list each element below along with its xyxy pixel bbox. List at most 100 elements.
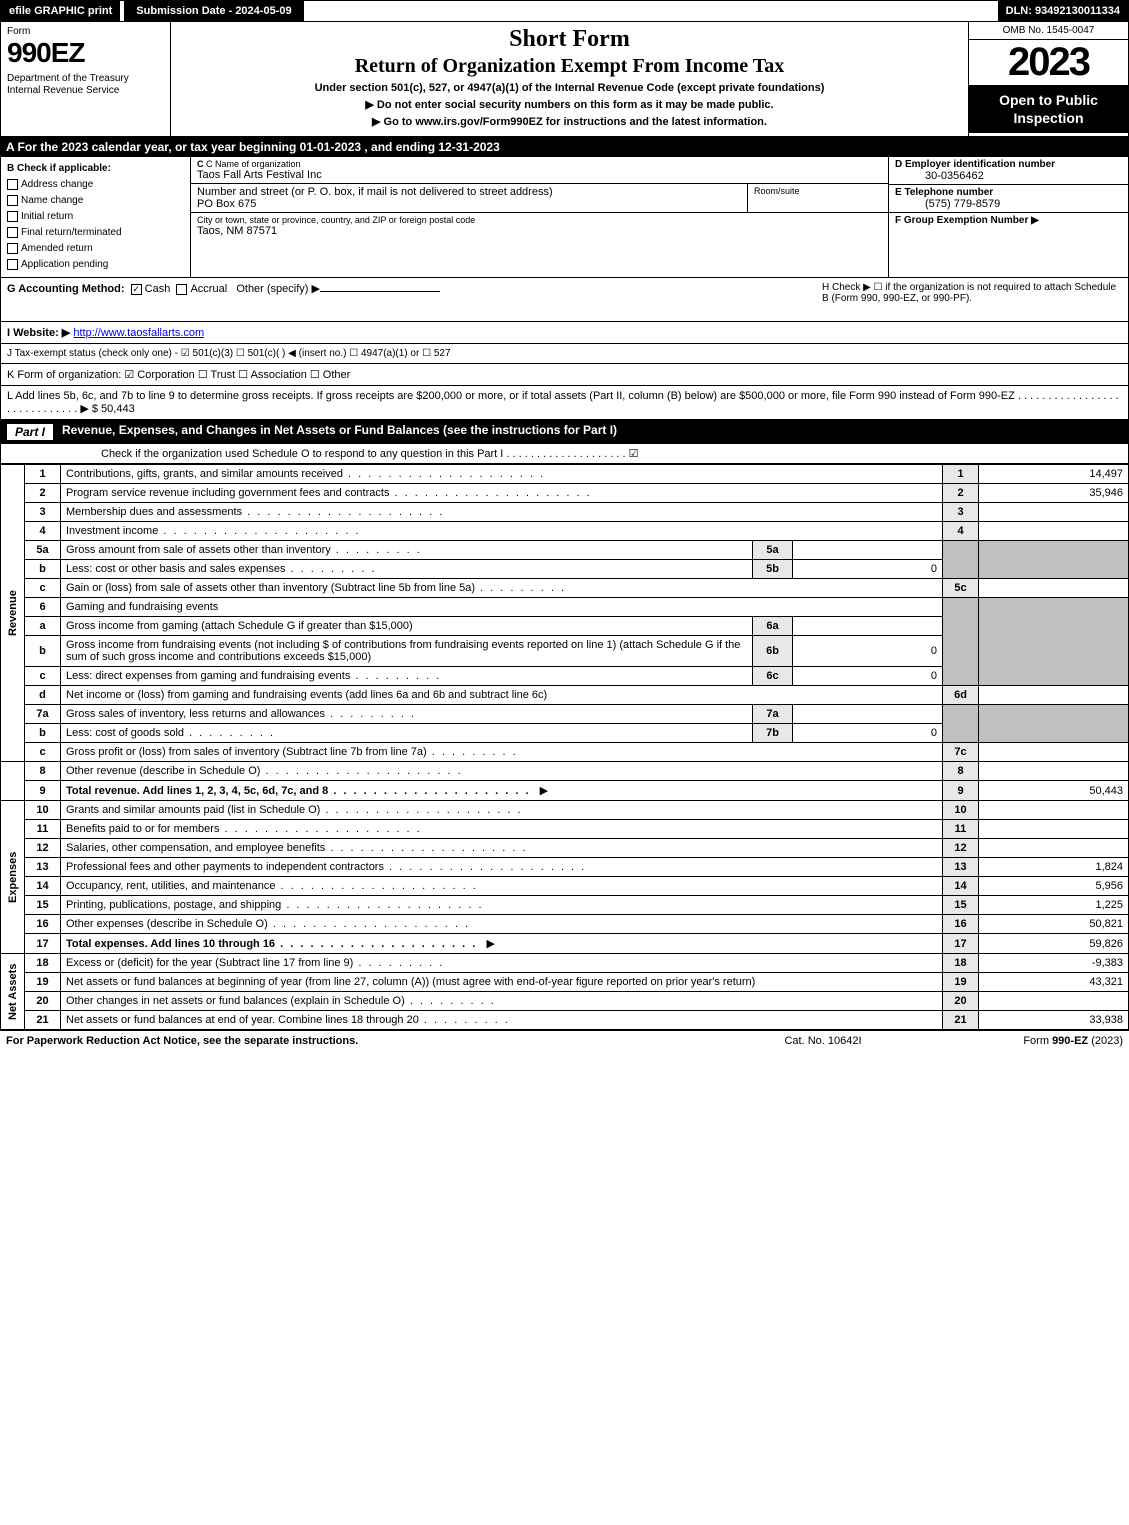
dln: DLN: 93492130011334 — [998, 1, 1128, 21]
line-16-no: 16 — [25, 915, 61, 934]
line-6-greyamt — [979, 598, 1129, 686]
omb-number: OMB No. 1545-0047 — [969, 22, 1128, 40]
chk-application-pending[interactable]: Application pending — [7, 257, 184, 273]
line-12-no: 12 — [25, 839, 61, 858]
line-21-no: 21 — [25, 1011, 61, 1030]
line-2-no: 2 — [25, 484, 61, 503]
group-exemption-cell: F Group Exemption Number ▶ — [889, 213, 1128, 237]
line-5c-no: c — [25, 579, 61, 598]
line-3-desc: Membership dues and assessments — [61, 503, 943, 522]
part-i-check: Check if the organization used Schedule … — [0, 444, 1129, 464]
top-bar: efile GRAPHIC print Submission Date - 20… — [0, 0, 1129, 22]
line-6b-subval: 0 — [793, 636, 943, 667]
line-11-desc: Benefits paid to or for members — [61, 820, 943, 839]
section-j-tax-status: J Tax-exempt status (check only one) - ☑… — [0, 344, 1129, 364]
phone-value: (575) 779-8579 — [895, 198, 1122, 210]
line-4-amount — [979, 522, 1129, 541]
line-9-amount: 50,443 — [979, 781, 1129, 801]
line-7-greybox — [943, 705, 979, 743]
section-b-checkboxes: B Check if applicable: Address change Na… — [1, 157, 191, 277]
line-6c-no: c — [25, 667, 61, 686]
line-5c-desc: Gain or (loss) from sale of assets other… — [61, 579, 943, 598]
line-7b-desc: Less: cost of goods sold — [61, 724, 753, 743]
line-7a-sub: 7a — [753, 705, 793, 724]
line-12-desc: Salaries, other compensation, and employ… — [61, 839, 943, 858]
line-6d-box: 6d — [943, 686, 979, 705]
line-20-no: 20 — [25, 992, 61, 1011]
chk-accrual[interactable] — [176, 284, 187, 295]
line-15-no: 15 — [25, 896, 61, 915]
line-13-box: 13 — [943, 858, 979, 877]
group-exemption-label: F Group Exemption Number ▶ — [895, 215, 1122, 226]
other-specify-input[interactable] — [320, 291, 440, 292]
line-19-box: 19 — [943, 973, 979, 992]
line-20-desc: Other changes in net assets or fund bala… — [61, 992, 943, 1011]
line-21-box: 21 — [943, 1011, 979, 1030]
part-i-header: Part I Revenue, Expenses, and Changes in… — [0, 420, 1129, 444]
line-6c-subval: 0 — [793, 667, 943, 686]
form-warning: ▶ Do not enter social security numbers o… — [175, 98, 964, 111]
line-7a-no: 7a — [25, 705, 61, 724]
other-specify-label: Other (specify) ▶ — [236, 283, 320, 295]
line-2-amount: 35,946 — [979, 484, 1129, 503]
section-k-org-form: K Form of organization: ☑ Corporation ☐ … — [0, 364, 1129, 386]
chk-address-change[interactable]: Address change — [7, 177, 184, 193]
org-city-label: City or town, state or province, country… — [197, 215, 882, 225]
tax-year: 2023 — [969, 40, 1128, 85]
website-link[interactable]: http://www.taosfallarts.com — [73, 327, 204, 339]
org-city: Taos, NM 87571 — [197, 225, 882, 237]
form-link-info: ▶ Go to www.irs.gov/Form990EZ for instru… — [175, 115, 964, 128]
revenue-category: Revenue — [1, 465, 25, 762]
line-17-amount: 59,826 — [979, 934, 1129, 954]
org-address: PO Box 675 — [197, 198, 741, 210]
line-15-amount: 1,225 — [979, 896, 1129, 915]
ein-value: 30-0356462 — [895, 170, 1122, 182]
catalog-number: Cat. No. 10642I — [723, 1035, 923, 1047]
accrual-label: Accrual — [190, 283, 227, 295]
line-6-no: 6 — [25, 598, 61, 617]
line-7c-amount — [979, 743, 1129, 762]
org-name-cell: C C Name of organization Taos Fall Arts … — [191, 157, 888, 184]
line-14-amount: 5,956 — [979, 877, 1129, 896]
org-city-cell: City or town, state or province, country… — [191, 213, 888, 239]
line-6a-subval — [793, 617, 943, 636]
line-14-box: 14 — [943, 877, 979, 896]
section-c-org-info: C C Name of organization Taos Fall Arts … — [191, 157, 888, 277]
line-6b-sub: 6b — [753, 636, 793, 667]
line-17-box: 17 — [943, 934, 979, 954]
room-suite-label: Room/suite — [748, 184, 888, 212]
paperwork-notice: For Paperwork Reduction Act Notice, see … — [6, 1035, 723, 1047]
chk-name-change[interactable]: Name change — [7, 193, 184, 209]
line-1-desc: Contributions, gifts, grants, and simila… — [61, 465, 943, 484]
line-3-amount — [979, 503, 1129, 522]
efile-print-button[interactable]: efile GRAPHIC print — [1, 1, 120, 21]
org-address-cell: Number and street (or P. O. box, if mail… — [191, 184, 748, 212]
line-2-box: 2 — [943, 484, 979, 503]
line-6d-amount — [979, 686, 1129, 705]
line-8-box: 8 — [943, 762, 979, 781]
chk-amended-return[interactable]: Amended return — [7, 241, 184, 257]
line-10-desc: Grants and similar amounts paid (list in… — [61, 801, 943, 820]
line-8-amount — [979, 762, 1129, 781]
line-6a-sub: 6a — [753, 617, 793, 636]
line-6b-no: b — [25, 636, 61, 667]
phone-cell: E Telephone number (575) 779-8579 — [889, 185, 1128, 213]
line-15-box: 15 — [943, 896, 979, 915]
line-21-desc: Net assets or fund balances at end of ye… — [61, 1011, 943, 1030]
line-5c-box: 5c — [943, 579, 979, 598]
revenue-table: Revenue 1 Contributions, gifts, grants, … — [0, 464, 1129, 1030]
line-13-desc: Professional fees and other payments to … — [61, 858, 943, 877]
line-8-no: 8 — [25, 762, 61, 781]
chk-cash[interactable] — [131, 284, 142, 295]
line-14-no: 14 — [25, 877, 61, 896]
line-19-desc: Net assets or fund balances at beginning… — [61, 973, 943, 992]
line-13-amount: 1,824 — [979, 858, 1129, 877]
line-15-desc: Printing, publications, postage, and shi… — [61, 896, 943, 915]
section-i-website: I Website: ▶ http://www.taosfallarts.com — [0, 322, 1129, 344]
phone-label: E Telephone number — [895, 187, 1122, 198]
line-16-box: 16 — [943, 915, 979, 934]
chk-final-return[interactable]: Final return/terminated — [7, 225, 184, 241]
chk-initial-return[interactable]: Initial return — [7, 209, 184, 225]
section-a-period: A For the 2023 calendar year, or tax yea… — [0, 137, 1129, 157]
line-19-no: 19 — [25, 973, 61, 992]
